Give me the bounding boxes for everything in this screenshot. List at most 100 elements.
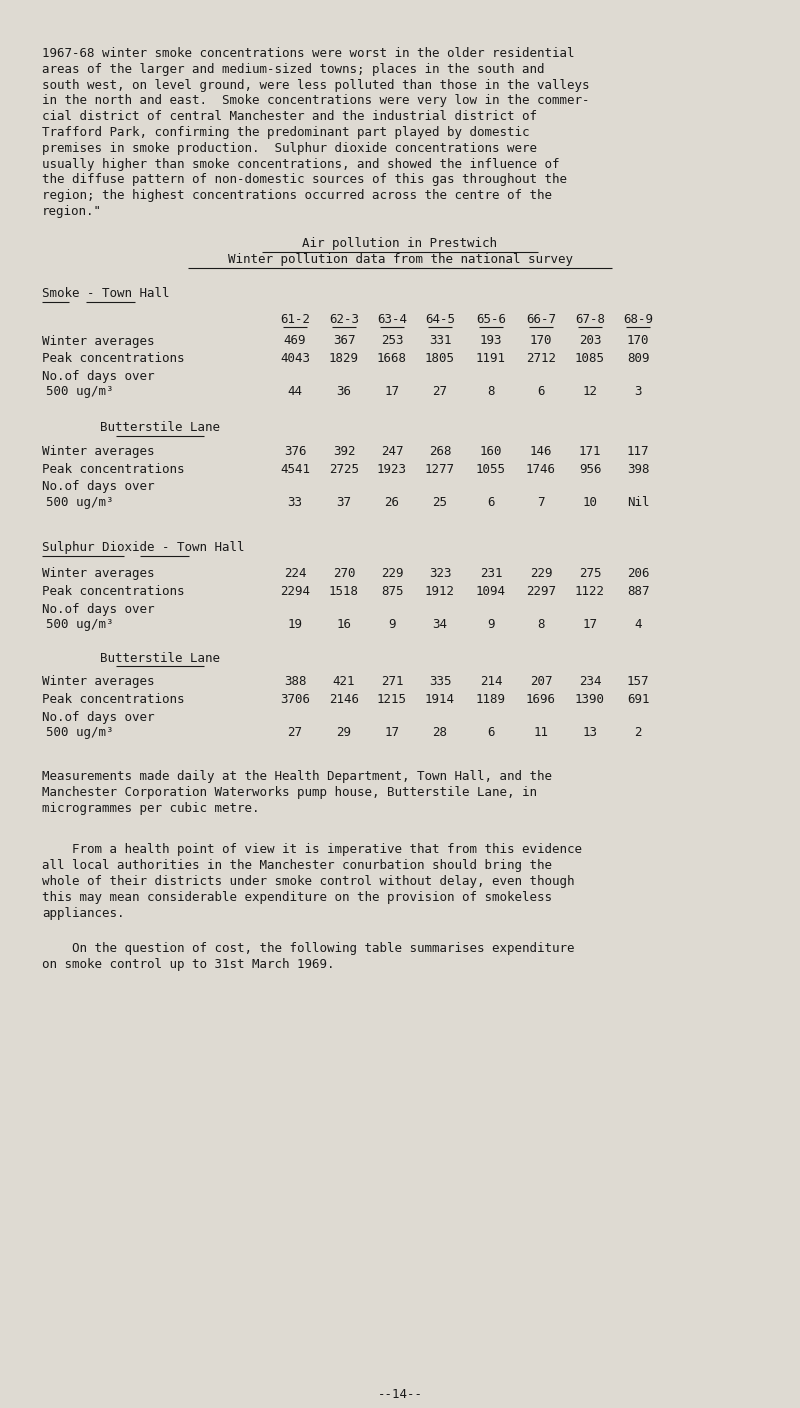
Text: region.": region." [42, 206, 102, 218]
Text: areas of the larger and medium-sized towns; places in the south and: areas of the larger and medium-sized tow… [42, 63, 545, 76]
Text: 63-4: 63-4 [377, 313, 407, 325]
Text: 2146: 2146 [329, 693, 359, 707]
Text: Winter averages: Winter averages [42, 335, 154, 348]
Text: premises in smoke production.  Sulphur dioxide concentrations were: premises in smoke production. Sulphur di… [42, 142, 537, 155]
Text: 1829: 1829 [329, 352, 359, 365]
Text: Winter averages: Winter averages [42, 445, 154, 458]
Text: 1122: 1122 [575, 584, 605, 598]
Text: No.of days over: No.of days over [42, 370, 154, 383]
Text: 1518: 1518 [329, 584, 359, 598]
Text: in the north and east.  Smoke concentrations were very low in the commer-: in the north and east. Smoke concentrati… [42, 94, 590, 107]
Text: 206: 206 [626, 567, 650, 580]
Text: 27: 27 [287, 727, 302, 739]
Text: 61-2: 61-2 [280, 313, 310, 325]
Text: the diffuse pattern of non-domestic sources of this gas throughout the: the diffuse pattern of non-domestic sour… [42, 173, 567, 186]
Text: 1696: 1696 [526, 693, 556, 707]
Text: 157: 157 [626, 676, 650, 689]
Text: 275: 275 [578, 567, 602, 580]
Text: 2: 2 [634, 727, 642, 739]
Text: Measurements made daily at the Health Department, Town Hall, and the: Measurements made daily at the Health De… [42, 770, 552, 783]
Text: On the question of cost, the following table summarises expenditure: On the question of cost, the following t… [42, 942, 574, 956]
Text: 271: 271 [381, 676, 403, 689]
Text: 67-8: 67-8 [575, 313, 605, 325]
Text: 421: 421 [333, 676, 355, 689]
Text: 875: 875 [381, 584, 403, 598]
Text: Winter pollution data from the national survey: Winter pollution data from the national … [227, 253, 573, 266]
Text: 1390: 1390 [575, 693, 605, 707]
Text: No.of days over: No.of days over [42, 603, 154, 615]
Text: 500 ug/m³: 500 ug/m³ [46, 727, 114, 739]
Text: 887: 887 [626, 584, 650, 598]
Text: 207: 207 [530, 676, 552, 689]
Text: 224: 224 [284, 567, 306, 580]
Text: 10: 10 [582, 496, 598, 508]
Text: Sulphur Dioxide - Town Hall: Sulphur Dioxide - Town Hall [42, 541, 245, 555]
Text: 1189: 1189 [476, 693, 506, 707]
Text: 13: 13 [582, 727, 598, 739]
Text: cial district of central Manchester and the industrial district of: cial district of central Manchester and … [42, 110, 537, 122]
Text: 229: 229 [530, 567, 552, 580]
Text: 392: 392 [333, 445, 355, 458]
Text: 1805: 1805 [425, 352, 455, 365]
Text: 234: 234 [578, 676, 602, 689]
Text: Winter averages: Winter averages [42, 567, 154, 580]
Text: 6: 6 [487, 496, 494, 508]
Text: Butterstile Lane: Butterstile Lane [100, 652, 220, 665]
Text: 8: 8 [487, 386, 494, 398]
Text: whole of their districts under smoke control without delay, even though: whole of their districts under smoke con… [42, 874, 574, 888]
Text: 376: 376 [284, 445, 306, 458]
Text: 3: 3 [634, 386, 642, 398]
Text: Smoke - Town Hall: Smoke - Town Hall [42, 287, 170, 300]
Text: 1085: 1085 [575, 352, 605, 365]
Text: 17: 17 [385, 386, 399, 398]
Text: 2712: 2712 [526, 352, 556, 365]
Text: 170: 170 [626, 335, 650, 348]
Text: --14--: --14-- [378, 1388, 422, 1401]
Text: 1191: 1191 [476, 352, 506, 365]
Text: 171: 171 [578, 445, 602, 458]
Text: 268: 268 [429, 445, 451, 458]
Text: 33: 33 [287, 496, 302, 508]
Text: Manchester Corporation Waterworks pump house, Butterstile Lane, in: Manchester Corporation Waterworks pump h… [42, 786, 537, 798]
Text: 270: 270 [333, 567, 355, 580]
Text: Peak concentrations: Peak concentrations [42, 693, 185, 707]
Text: 7: 7 [538, 496, 545, 508]
Text: 16: 16 [337, 618, 351, 631]
Text: 809: 809 [626, 352, 650, 365]
Text: 28: 28 [433, 727, 447, 739]
Text: Nil: Nil [626, 496, 650, 508]
Text: 6: 6 [538, 386, 545, 398]
Text: all local authorities in the Manchester conurbation should bring the: all local authorities in the Manchester … [42, 859, 552, 872]
Text: 117: 117 [626, 445, 650, 458]
Text: 367: 367 [333, 335, 355, 348]
Text: region; the highest concentrations occurred across the centre of the: region; the highest concentrations occur… [42, 189, 552, 203]
Text: 6: 6 [487, 727, 494, 739]
Text: 26: 26 [385, 496, 399, 508]
Text: 388: 388 [284, 676, 306, 689]
Text: 44: 44 [287, 386, 302, 398]
Text: 323: 323 [429, 567, 451, 580]
Text: south west, on level ground, were less polluted than those in the valleys: south west, on level ground, were less p… [42, 79, 590, 92]
Text: 37: 37 [337, 496, 351, 508]
Text: From a health point of view it is imperative that from this evidence: From a health point of view it is impera… [42, 843, 582, 856]
Text: 253: 253 [381, 335, 403, 348]
Text: Peak concentrations: Peak concentrations [42, 463, 185, 476]
Text: 9: 9 [487, 618, 494, 631]
Text: 500 ug/m³: 500 ug/m³ [46, 386, 114, 398]
Text: 500 ug/m³: 500 ug/m³ [46, 496, 114, 508]
Text: 62-3: 62-3 [329, 313, 359, 325]
Text: 36: 36 [337, 386, 351, 398]
Text: on smoke control up to 31st March 1969.: on smoke control up to 31st March 1969. [42, 959, 334, 972]
Text: Butterstile Lane: Butterstile Lane [100, 421, 220, 434]
Text: 146: 146 [530, 445, 552, 458]
Text: Peak concentrations: Peak concentrations [42, 584, 185, 598]
Text: No.of days over: No.of days over [42, 480, 154, 493]
Text: 9: 9 [388, 618, 396, 631]
Text: 229: 229 [381, 567, 403, 580]
Text: 19: 19 [287, 618, 302, 631]
Text: 11: 11 [534, 727, 549, 739]
Text: 500 ug/m³: 500 ug/m³ [46, 618, 114, 631]
Text: usually higher than smoke concentrations, and showed the influence of: usually higher than smoke concentrations… [42, 158, 559, 170]
Text: 68-9: 68-9 [623, 313, 653, 325]
Text: 34: 34 [433, 618, 447, 631]
